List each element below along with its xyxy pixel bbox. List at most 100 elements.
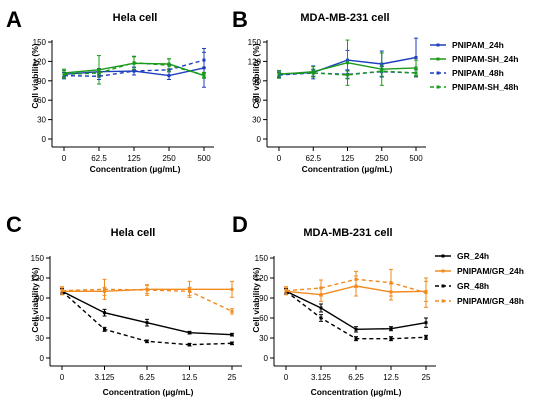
x-axis-label-b: Concentration (µg/mL) bbox=[302, 164, 393, 174]
panel-d: D MDA-MB-231 cell Cell viability (%) Con… bbox=[232, 212, 436, 397]
legend-marker bbox=[441, 299, 445, 303]
x-tick-label: 6.25 bbox=[348, 373, 364, 382]
data-point bbox=[145, 321, 149, 325]
y-tick-label: 90 bbox=[35, 294, 44, 303]
panel-a: A Hela cell Cell viability (%) Concentra… bbox=[6, 7, 214, 174]
data-point bbox=[414, 71, 418, 75]
x-tick-label: 3.125 bbox=[311, 373, 332, 382]
data-point bbox=[319, 316, 323, 320]
x-tick-label: 62.5 bbox=[305, 154, 321, 163]
data-point bbox=[97, 71, 101, 75]
x-tick-label: 250 bbox=[162, 154, 176, 163]
legend-label: PNIPAM_24h bbox=[452, 40, 504, 50]
legend-marker bbox=[441, 284, 445, 288]
x-tick-label: 500 bbox=[197, 154, 211, 163]
x-tick-label: 25 bbox=[422, 373, 431, 382]
data-point bbox=[230, 309, 234, 313]
x-axis-label-c: Concentration (µg/mL) bbox=[103, 387, 194, 397]
y-tick-label: 90 bbox=[259, 294, 268, 303]
series-PNIPAM/GR_48h bbox=[60, 278, 234, 315]
data-point bbox=[277, 72, 281, 76]
legend-item: GR_48h bbox=[435, 281, 489, 291]
legend-marker bbox=[436, 57, 440, 61]
legend-label: PNIPAM_48h bbox=[452, 68, 504, 78]
data-point bbox=[424, 335, 428, 339]
y-tick-label: 90 bbox=[37, 77, 46, 86]
data-point bbox=[103, 311, 106, 315]
y-axis-label-b: Cell viability (%) bbox=[251, 43, 261, 108]
data-point bbox=[167, 63, 171, 67]
y-axis-label-c: Cell viability (%) bbox=[30, 267, 40, 332]
data-point bbox=[132, 61, 136, 65]
plot-area-a: 0 30 60 90 120 150 0 62.5 125 250 500 bbox=[33, 38, 214, 163]
series-line bbox=[278, 70, 417, 76]
y-tick-label: 120 bbox=[33, 57, 47, 66]
legend-marker bbox=[441, 254, 445, 258]
x-tick-label: 125 bbox=[341, 154, 355, 163]
x-tick-label: 62.5 bbox=[91, 154, 107, 163]
y-tick-label: 120 bbox=[255, 274, 269, 283]
plot-area-b: 0 30 60 90 120 150 0 62.5 125 250 500 bbox=[248, 37, 426, 163]
data-point bbox=[354, 337, 358, 341]
series-GR_48h bbox=[60, 288, 234, 347]
panel-c: C Hela cell Cell viability (%) Concentra… bbox=[6, 212, 242, 397]
panel-title-d: MDA-MB-231 cell bbox=[303, 227, 392, 239]
panel-letter-c: C bbox=[6, 212, 22, 237]
y-tick-label: 150 bbox=[31, 254, 45, 263]
series-PNIPAM/GR_48h bbox=[284, 268, 428, 308]
data-point bbox=[380, 69, 384, 73]
legend-marker bbox=[441, 269, 445, 273]
data-point bbox=[424, 291, 428, 295]
y-tick-label: 0 bbox=[264, 354, 269, 363]
data-point bbox=[145, 288, 149, 292]
y-tick-label: 60 bbox=[252, 96, 261, 105]
legend-item: PNIPAM_24h bbox=[430, 40, 504, 50]
y-tick-label: 30 bbox=[37, 116, 46, 125]
x-tick-label: 25 bbox=[228, 373, 237, 382]
x-tick-label: 12.5 bbox=[182, 373, 198, 382]
data-point bbox=[319, 286, 323, 290]
legend-item: PNIPAM/GR_48h bbox=[435, 296, 524, 306]
x-tick-label: 6.25 bbox=[139, 373, 155, 382]
panel-b: B MDA-MB-231 cell Cell viability (%) Con… bbox=[232, 7, 426, 174]
plot-area-c: 0 30 60 90 120 150 0 3.125 6.25 12.5 25 bbox=[31, 254, 242, 382]
data-point bbox=[103, 287, 106, 291]
data-point bbox=[346, 73, 349, 77]
data-point bbox=[354, 327, 358, 331]
legend-label: GR_48h bbox=[457, 281, 489, 291]
data-point bbox=[230, 333, 234, 337]
legend-marker bbox=[436, 71, 440, 75]
data-point bbox=[284, 289, 288, 293]
x-axis-label-a: Concentration (µg/mL) bbox=[90, 164, 181, 174]
data-point bbox=[424, 321, 428, 325]
data-point bbox=[188, 343, 191, 347]
y-tick-label: 120 bbox=[248, 57, 262, 66]
data-point bbox=[188, 331, 191, 335]
x-tick-label: 0 bbox=[277, 154, 282, 163]
data-point bbox=[311, 71, 315, 75]
legend-top: PNIPAM_24h PNIPAM-SH_24h PNIPAM_48h PNIPAM-… bbox=[430, 40, 518, 92]
data-point bbox=[389, 327, 393, 331]
legend-marker bbox=[436, 85, 440, 89]
legend-bottom: GR_24h PNIPAM/GR_24h GR_48h PNIPAM/GR_48h bbox=[435, 251, 524, 306]
panel-title-b: MDA-MB-231 cell bbox=[300, 12, 389, 24]
data-point bbox=[132, 69, 136, 73]
y-tick-label: 30 bbox=[259, 334, 268, 343]
data-point bbox=[230, 287, 234, 291]
y-tick-label: 0 bbox=[257, 135, 262, 144]
legend-label: PNIPAM-SH_24h bbox=[452, 54, 518, 64]
y-tick-label: 30 bbox=[35, 334, 44, 343]
legend-label: PNIPAM/GR_24h bbox=[457, 266, 524, 276]
series-line bbox=[61, 290, 233, 336]
plot-area-d: 0 30 60 90 120 150 0 3.125 6.25 12.5 25 bbox=[255, 254, 436, 382]
y-tick-label: 150 bbox=[255, 254, 269, 263]
data-point bbox=[202, 58, 206, 62]
y-tick-label: 0 bbox=[42, 135, 47, 144]
y-tick-label: 60 bbox=[259, 314, 268, 323]
y-tick-label: 150 bbox=[33, 38, 47, 47]
x-tick-label: 250 bbox=[375, 154, 389, 163]
x-axis-label-d: Concentration (µg/mL) bbox=[311, 387, 402, 397]
series-line bbox=[285, 290, 427, 331]
panel-letter-b: B bbox=[232, 7, 248, 32]
